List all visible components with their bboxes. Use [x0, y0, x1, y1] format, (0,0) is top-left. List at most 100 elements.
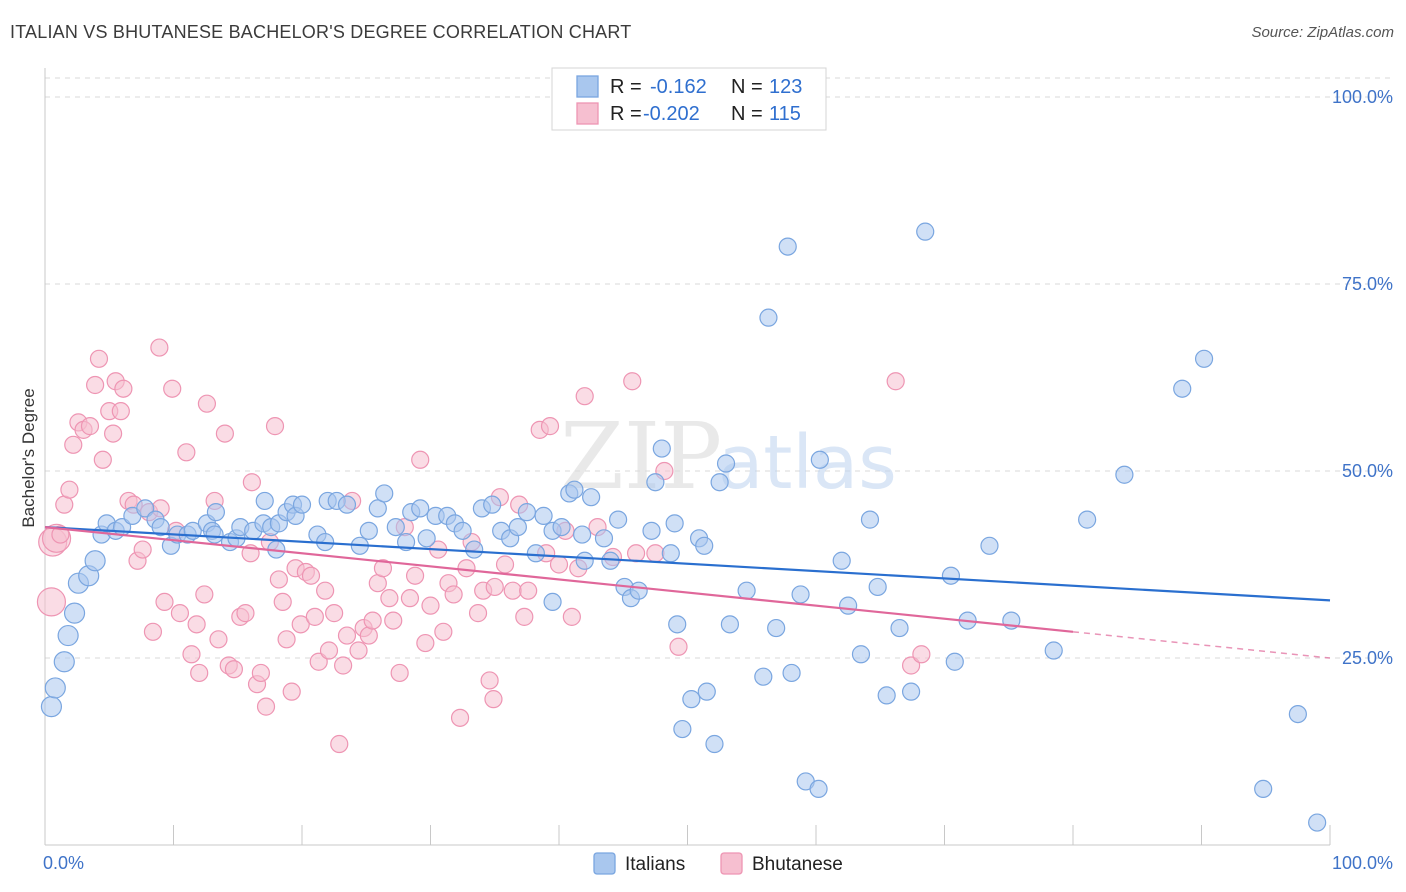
legend-r-label-italians: R =: [610, 76, 642, 98]
bottom-legend-italians[interactable]: Italians: [625, 854, 685, 875]
point-italians: [292, 495, 312, 514]
point-italians: [1288, 704, 1307, 724]
point-italians: [368, 499, 387, 518]
point-italians: [916, 222, 935, 241]
point-bhutanese: [485, 577, 504, 597]
point-bhutanese: [384, 611, 403, 630]
point-bhutanese: [519, 581, 538, 600]
point-bhutanese: [626, 544, 646, 563]
point-bhutanese: [209, 630, 228, 649]
point-bhutanese: [86, 375, 105, 395]
point-italians: [63, 602, 86, 624]
point-italians: [661, 544, 680, 563]
y-axis-label: Bachelor's Degree: [19, 388, 38, 527]
trend-line-bhutanese: [44, 526, 1074, 633]
point-bhutanese: [190, 663, 209, 683]
axes: [44, 68, 1331, 846]
point-bhutanese: [390, 663, 409, 683]
point-bhutanese: [623, 372, 642, 391]
point-bhutanese: [36, 587, 67, 617]
point-italians: [534, 506, 553, 525]
point-bhutanese: [163, 379, 182, 398]
point-bhutanese: [242, 473, 261, 492]
point-italians: [629, 581, 648, 600]
bottom-legend-bhutanese[interactable]: Bhutanese: [752, 854, 843, 875]
point-bhutanese: [316, 581, 335, 600]
point-bhutanese: [182, 645, 201, 664]
point-italians: [396, 532, 416, 552]
point-bhutanese: [251, 663, 270, 683]
point-bhutanese: [51, 525, 70, 544]
point-italians: [594, 529, 614, 548]
point-bhutanese: [114, 379, 133, 398]
chart-title: ITALIAN VS BHUTANESE BACHELOR'S DEGREE C…: [10, 22, 632, 42]
point-italians: [206, 503, 226, 522]
point-bhutanese: [400, 589, 420, 608]
tick-labels: 25.0% 50.0% 75.0% 100.0% 0.0% 100.0%: [43, 87, 1393, 873]
point-bhutanese: [912, 645, 931, 664]
point-italians: [1115, 465, 1134, 484]
trend-lines: [44, 526, 1331, 659]
point-italians: [255, 491, 274, 511]
point-italians: [945, 652, 964, 671]
point-italians: [1173, 379, 1192, 398]
point-italians: [877, 686, 896, 705]
point-italians: [375, 484, 394, 503]
point-italians: [705, 734, 724, 754]
point-italians: [465, 540, 484, 559]
point-italians: [57, 624, 79, 647]
point-bhutanese: [236, 604, 255, 623]
point-italians: [359, 521, 378, 540]
point-italians: [508, 517, 527, 537]
point-bhutanese: [111, 402, 130, 421]
point-bhutanese: [337, 626, 357, 645]
point-bhutanese: [170, 604, 190, 623]
point-italians: [890, 618, 909, 638]
point-italians: [543, 592, 562, 612]
point-bhutanese: [282, 682, 301, 701]
legend-r-italians: -0.162: [650, 76, 707, 98]
point-italians: [851, 645, 871, 664]
point-bhutanese: [349, 641, 368, 660]
point-italians: [682, 690, 701, 709]
point-bhutanese: [177, 443, 196, 462]
bottom-legend-swatch-bhutanese[interactable]: [720, 852, 743, 875]
point-italians: [205, 525, 224, 544]
point-italians: [673, 719, 692, 739]
x-tick-label-min: 0.0%: [43, 853, 84, 873]
point-bhutanese: [444, 585, 463, 604]
point-bhutanese: [457, 559, 476, 578]
grid-lines: [45, 77, 1395, 659]
point-italians: [980, 536, 999, 555]
point-bhutanese: [468, 604, 488, 623]
point-italians: [868, 577, 887, 597]
y-tick-label: 25.0%: [1342, 648, 1393, 668]
point-bhutanese: [265, 417, 285, 436]
trend-line-italians: [44, 526, 1331, 602]
point-bhutanese: [305, 607, 324, 626]
point-italians: [44, 677, 66, 699]
point-italians: [573, 525, 592, 544]
point-italians: [839, 596, 858, 615]
point-bhutanese: [273, 592, 292, 612]
bottom-legend-swatch-italians[interactable]: [593, 852, 616, 875]
point-italians: [941, 566, 961, 585]
point-italians: [552, 517, 571, 537]
point-italians: [411, 499, 430, 518]
legend-n-bhutanese: 115: [769, 103, 801, 125]
point-italians: [809, 779, 828, 799]
point-italians: [652, 439, 671, 458]
legend-r-label-bhutanese: R =: [610, 103, 642, 125]
point-bhutanese: [325, 604, 344, 623]
legend-n-label-bhutanese: N =: [731, 103, 763, 125]
point-bhutanese: [330, 734, 349, 754]
point-bhutanese: [450, 708, 470, 727]
point-bhutanese: [60, 480, 79, 499]
point-bhutanese: [143, 622, 163, 641]
point-italians: [1194, 349, 1214, 368]
point-bhutanese: [484, 690, 503, 709]
point-italians: [810, 450, 829, 469]
point-italians: [710, 473, 729, 492]
point-italians: [1044, 641, 1063, 660]
